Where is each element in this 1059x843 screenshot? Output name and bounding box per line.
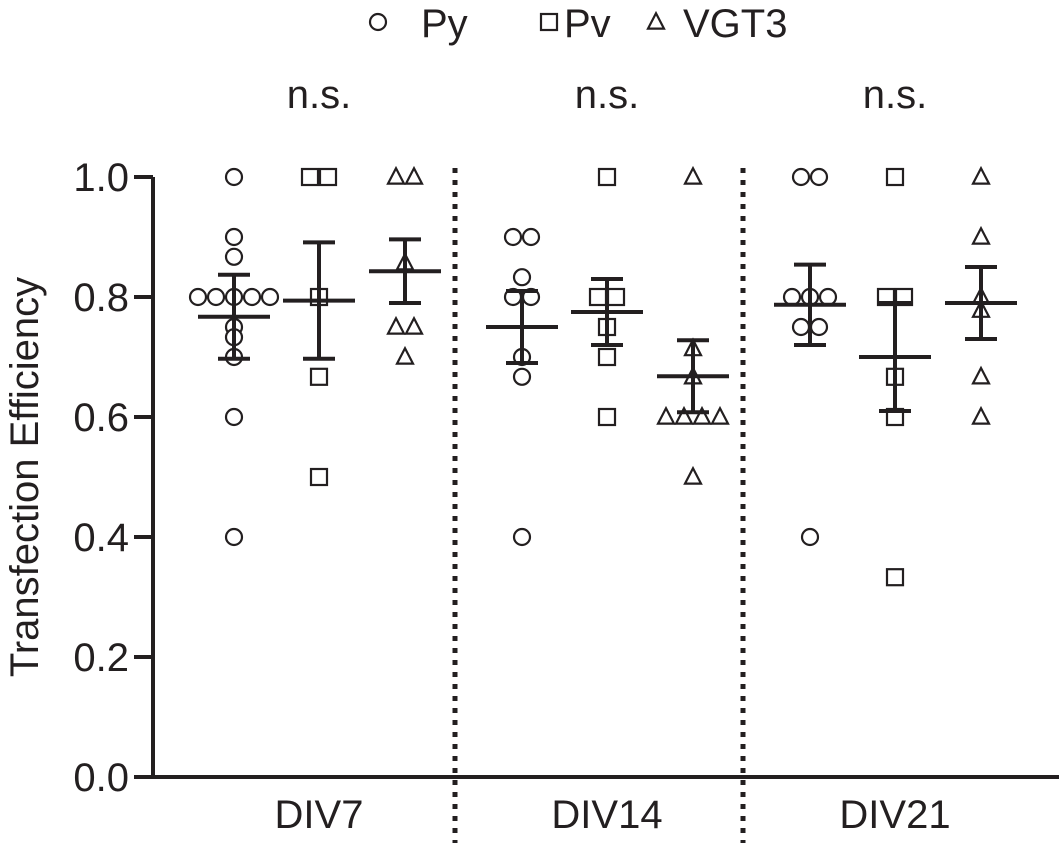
data-point bbox=[224, 407, 244, 427]
significance-label: n.s. bbox=[287, 73, 351, 117]
data-point bbox=[224, 527, 244, 547]
y-tick-label: 1.0 bbox=[73, 156, 129, 200]
data-point bbox=[224, 247, 244, 266]
data-point bbox=[386, 315, 406, 335]
data-point bbox=[606, 287, 626, 307]
y-tick-label: 0.4 bbox=[73, 516, 129, 560]
significance-label: n.s. bbox=[863, 73, 927, 117]
data-point bbox=[971, 405, 991, 425]
data-point bbox=[386, 165, 406, 185]
data-point bbox=[818, 287, 838, 307]
data-point bbox=[206, 287, 226, 307]
data-point bbox=[683, 465, 703, 485]
y-axis-title: Transfection Efficiency bbox=[3, 277, 47, 677]
series-py-div14 bbox=[486, 227, 558, 547]
data-point bbox=[782, 287, 802, 307]
data-point bbox=[512, 527, 532, 547]
data-point bbox=[674, 405, 694, 425]
data-point bbox=[404, 165, 424, 185]
y-tick-label: 0.0 bbox=[73, 756, 129, 800]
y-tick-label: 0.2 bbox=[73, 636, 129, 680]
data-point bbox=[309, 367, 329, 386]
data-point bbox=[224, 167, 244, 187]
data-point bbox=[971, 165, 991, 185]
series-py-div21 bbox=[774, 167, 846, 547]
series-pv-div21 bbox=[859, 167, 931, 587]
data-point bbox=[692, 405, 712, 425]
data-point bbox=[809, 167, 829, 187]
series-vgt3-div14 bbox=[656, 165, 730, 485]
data-point bbox=[404, 315, 424, 335]
series-vgt3-div21 bbox=[945, 165, 1017, 425]
data-point bbox=[503, 227, 523, 247]
series-vgt3-div7 bbox=[369, 165, 441, 365]
group-dividers bbox=[452, 168, 746, 843]
x-tick-label: DIV7 bbox=[275, 793, 364, 837]
legend-label: VGT3 bbox=[683, 2, 787, 46]
data-point bbox=[656, 405, 676, 425]
data-point bbox=[791, 317, 811, 337]
axes bbox=[151, 177, 1059, 779]
series-pv-div14 bbox=[571, 167, 643, 427]
data-point bbox=[885, 167, 905, 187]
data-point bbox=[242, 287, 262, 307]
series-pv-div7 bbox=[283, 167, 355, 487]
data-point bbox=[597, 167, 617, 187]
legend-triangle-marker bbox=[646, 10, 666, 30]
data-point bbox=[710, 405, 730, 425]
data-point bbox=[512, 367, 532, 386]
data-point bbox=[597, 347, 617, 367]
x-tick-label: DIV14 bbox=[551, 793, 662, 837]
data-point bbox=[521, 227, 541, 247]
legend: Py Pv VGT3 bbox=[368, 2, 787, 46]
plot-area bbox=[188, 165, 1017, 587]
data-point bbox=[188, 287, 208, 307]
x-tick-labels: DIV7 DIV14 DIV21 bbox=[275, 793, 951, 837]
legend-label: Py bbox=[421, 2, 468, 46]
data-point bbox=[318, 167, 338, 187]
data-point bbox=[971, 365, 991, 385]
data-point bbox=[260, 287, 280, 307]
data-point bbox=[588, 287, 608, 307]
legend-label: Pv bbox=[564, 2, 611, 46]
data-point bbox=[224, 227, 244, 247]
x-tick-label: DIV21 bbox=[839, 793, 950, 837]
data-point bbox=[800, 527, 820, 547]
series-py-div7 bbox=[188, 167, 280, 547]
y-tick-label: 0.6 bbox=[73, 396, 129, 440]
significance-labels: n.s. n.s. n.s. bbox=[287, 73, 927, 117]
data-point bbox=[885, 568, 905, 587]
data-point bbox=[791, 167, 811, 187]
legend-square-marker bbox=[539, 12, 559, 32]
legend-circle-marker bbox=[368, 12, 388, 32]
significance-label: n.s. bbox=[575, 73, 639, 117]
data-point bbox=[683, 165, 703, 185]
data-point bbox=[300, 167, 320, 187]
data-point bbox=[971, 225, 991, 245]
data-point bbox=[597, 407, 617, 427]
data-point bbox=[809, 317, 829, 337]
data-point bbox=[309, 467, 329, 487]
y-ticks: 0.0 0.2 0.4 0.6 0.8 1.0 bbox=[73, 156, 153, 800]
y-tick-label: 0.8 bbox=[73, 276, 129, 320]
data-point bbox=[512, 268, 532, 287]
data-point bbox=[395, 345, 415, 365]
